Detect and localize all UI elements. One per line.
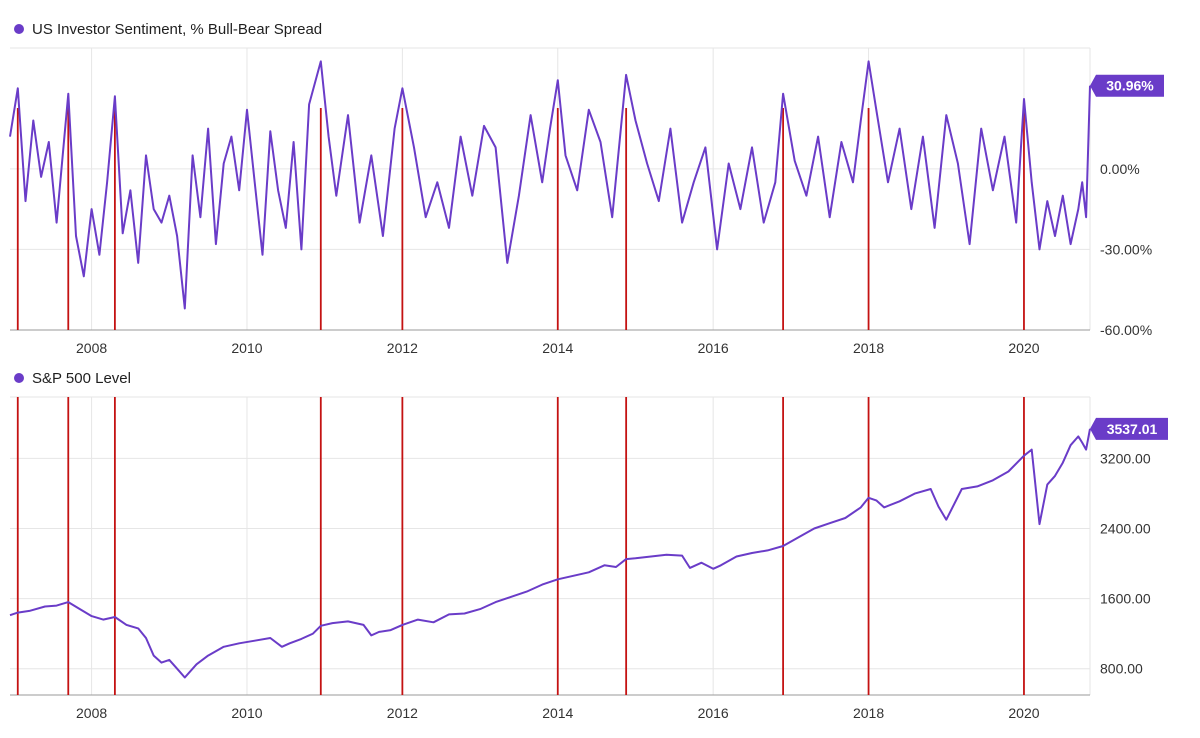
legend-marker [14,24,24,34]
x-tick-label: 2012 [387,705,418,721]
x-tick-label: 2014 [542,340,573,356]
sentiment-panel: US Investor Sentiment, % Bull-Bear Sprea… [9,21,1164,356]
last-value-label: 3537.01 [1107,421,1158,437]
x-tick-label: 2020 [1008,705,1039,721]
last-value-badge [1090,417,1168,440]
x-tick-label: 2008 [76,340,107,356]
x-tick-label: 2016 [698,340,729,356]
x-tick-label: 2018 [853,340,884,356]
legend-marker [14,373,24,383]
y-tick-label: -60.00% [1100,322,1152,338]
y-tick-label: 800.00 [1100,661,1143,677]
last-value-label: 30.96% [1106,78,1154,94]
series-line [9,60,1091,310]
y-tick-label: -30.00% [1100,241,1152,257]
x-tick-label: 2018 [853,705,884,721]
y-tick-label: 3200.00 [1100,450,1151,466]
legend-label: S&P 500 Level [32,370,131,387]
x-tick-label: 2020 [1008,340,1039,356]
x-tick-label: 2010 [231,705,262,721]
series-line [9,428,1091,679]
sp500-panel: S&P 500 Level 2008 2010 2012 2014 2016 2018 202… [9,370,1168,721]
x-tick-label: 2016 [698,705,729,721]
x-tick-label: 2010 [231,340,262,356]
last-value-badge [1090,74,1164,97]
legend-label: US Investor Sentiment, % Bull-Bear Sprea… [32,21,322,38]
x-tick-label: 2008 [76,705,107,721]
y-tick-label: 2400.00 [1100,520,1151,536]
x-tick-label: 2012 [387,340,418,356]
y-tick-label: 1600.00 [1100,591,1151,607]
x-tick-label: 2014 [542,705,573,721]
y-tick-label: 0.00% [1100,161,1140,177]
